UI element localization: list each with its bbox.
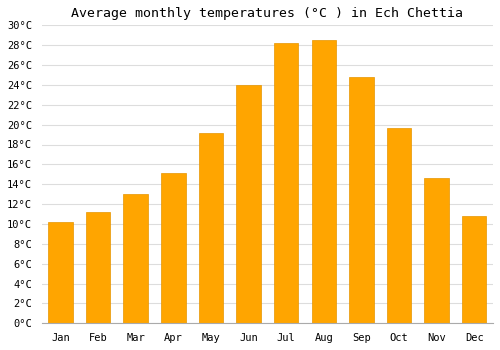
Bar [198,133,223,323]
Bar [349,77,374,323]
Bar [424,178,449,323]
Bar [161,173,186,323]
Bar [124,194,148,323]
Bar [462,216,486,323]
Title: Average monthly temperatures (°C ) in Ech Chettia: Average monthly temperatures (°C ) in Ec… [72,7,464,20]
Bar [86,212,110,323]
Bar [48,222,72,323]
Bar [387,128,411,323]
Bar [274,43,298,323]
Bar [312,40,336,323]
Bar [236,85,261,323]
